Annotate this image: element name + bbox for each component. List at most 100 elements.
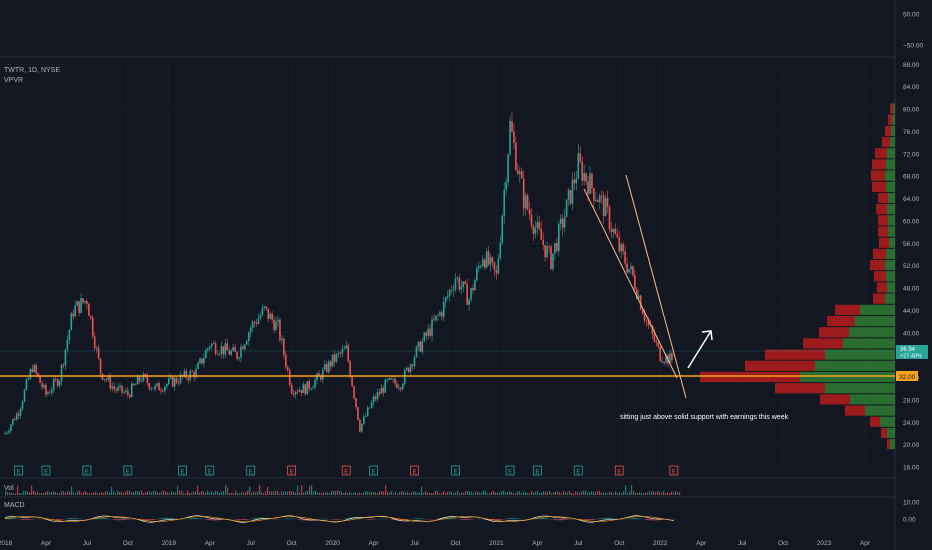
candle-body bbox=[478, 266, 480, 269]
candle-body bbox=[142, 374, 145, 381]
macd-histogram-bar bbox=[215, 519, 217, 521]
price-axis[interactable]: 16.0020.0024.0028.0032.0036.0040.0044.00… bbox=[903, 62, 920, 472]
last-price-value: 36.94 bbox=[900, 347, 916, 353]
volume-profile-bar-down bbox=[881, 427, 887, 439]
macd-histogram-bar bbox=[602, 518, 604, 520]
macd-histogram-bar bbox=[108, 518, 110, 520]
macd-histogram-bar bbox=[189, 518, 191, 520]
candle-body bbox=[269, 313, 271, 319]
macd-histogram-bar bbox=[164, 517, 166, 520]
macd-histogram-bar bbox=[594, 519, 596, 520]
candle-body bbox=[156, 383, 158, 386]
earnings-marker-label: E bbox=[290, 470, 294, 476]
volume-bar bbox=[363, 492, 365, 495]
candle-body bbox=[587, 181, 589, 194]
time-tick-label: Oct bbox=[614, 540, 624, 547]
macd-histogram-bar bbox=[69, 518, 71, 520]
macd-histogram-bar bbox=[123, 519, 125, 521]
candle-body bbox=[503, 190, 505, 216]
macd-histogram-bar bbox=[141, 519, 143, 520]
macd-histogram-bar bbox=[656, 519, 658, 521]
volume-bar bbox=[173, 492, 175, 495]
macd-histogram-bar bbox=[587, 519, 589, 521]
macd-histogram-bar bbox=[362, 518, 364, 520]
volume-bar bbox=[311, 484, 313, 495]
macd-histogram-bar bbox=[144, 519, 146, 521]
price-tick-label: 64.00 bbox=[903, 196, 920, 203]
volume-bar bbox=[305, 491, 307, 495]
up-arrow-drawing[interactable] bbox=[687, 330, 713, 369]
candle-body bbox=[532, 226, 535, 234]
macd-histogram-bar bbox=[221, 519, 223, 520]
price-tick-label: 60.00 bbox=[903, 218, 920, 225]
volume-bar bbox=[585, 490, 587, 495]
macd-histogram-bar bbox=[201, 518, 203, 520]
time-axis[interactable]: 2018 Apr Jul Oct 2019 Apr Jul Oct 2020 Apr Jul Oct 2… bbox=[0, 540, 871, 547]
volume-bar bbox=[543, 491, 545, 495]
candle-body bbox=[559, 218, 562, 224]
candle-body bbox=[546, 246, 548, 258]
candle-body bbox=[175, 377, 178, 383]
candle-body bbox=[290, 384, 293, 394]
macd-histogram-bar bbox=[453, 518, 455, 520]
macd-histogram-bar bbox=[165, 517, 167, 520]
volume-bar bbox=[641, 492, 643, 495]
volume-bar bbox=[133, 491, 135, 495]
earnings-marker-label: E bbox=[508, 470, 512, 476]
volume-bar bbox=[95, 491, 97, 495]
macd-series bbox=[4, 515, 676, 523]
macd-histogram-bar bbox=[339, 519, 341, 520]
candle-body bbox=[333, 354, 336, 362]
volume-bar bbox=[35, 492, 37, 495]
volume-bar bbox=[167, 492, 169, 495]
volume-bar bbox=[577, 491, 579, 495]
candle-body bbox=[530, 214, 533, 227]
candle-body bbox=[511, 121, 513, 132]
macd-histogram-bar bbox=[194, 517, 196, 520]
time-tick-label: Jul bbox=[574, 540, 583, 547]
volume-bar bbox=[301, 485, 303, 495]
candle-body bbox=[669, 353, 671, 364]
macd-histogram-bar bbox=[405, 519, 407, 521]
volume-bar bbox=[357, 493, 359, 495]
volume-bar bbox=[599, 490, 601, 495]
macd-histogram-bar bbox=[80, 518, 82, 520]
volume-bar bbox=[141, 490, 143, 495]
candle-body bbox=[507, 154, 509, 183]
candle-body bbox=[359, 419, 361, 432]
candle-body bbox=[659, 346, 661, 362]
candle-body bbox=[97, 347, 100, 359]
volume-bar bbox=[111, 486, 113, 495]
volume-bar bbox=[21, 493, 23, 495]
volume-profile-bar-down bbox=[745, 360, 815, 371]
candle-body bbox=[238, 357, 240, 359]
candle-body bbox=[8, 430, 10, 433]
candle-body bbox=[205, 350, 207, 359]
candle-body bbox=[374, 396, 377, 400]
macd-histogram-bar bbox=[62, 519, 64, 520]
volume-bar bbox=[183, 492, 185, 495]
macd-histogram-bar bbox=[125, 519, 127, 520]
channel-lower-line[interactable] bbox=[625, 174, 687, 399]
volume-bar bbox=[303, 492, 305, 495]
candle-body bbox=[318, 373, 320, 376]
candle-body bbox=[183, 370, 186, 377]
volume-bar bbox=[545, 491, 547, 495]
candle-body bbox=[398, 387, 400, 389]
volume-bar bbox=[249, 486, 251, 495]
candle-body bbox=[372, 396, 375, 403]
macd-histogram-bar bbox=[584, 519, 586, 521]
annotation-text[interactable]: sitting just above solid support with ea… bbox=[620, 414, 789, 421]
candle-body bbox=[150, 388, 153, 390]
macd-histogram-bar bbox=[416, 518, 418, 520]
macd-histogram-bar bbox=[290, 518, 292, 520]
volume-profile-bar-down bbox=[835, 304, 860, 315]
volume-bar bbox=[235, 490, 237, 495]
candle-body bbox=[64, 349, 67, 366]
candle-body bbox=[251, 321, 254, 328]
channel-upper-line[interactable] bbox=[583, 188, 678, 379]
macd-histogram-bar bbox=[630, 518, 632, 520]
macd-histogram-bar bbox=[452, 517, 454, 520]
volume-profile-bar-down bbox=[819, 327, 849, 338]
